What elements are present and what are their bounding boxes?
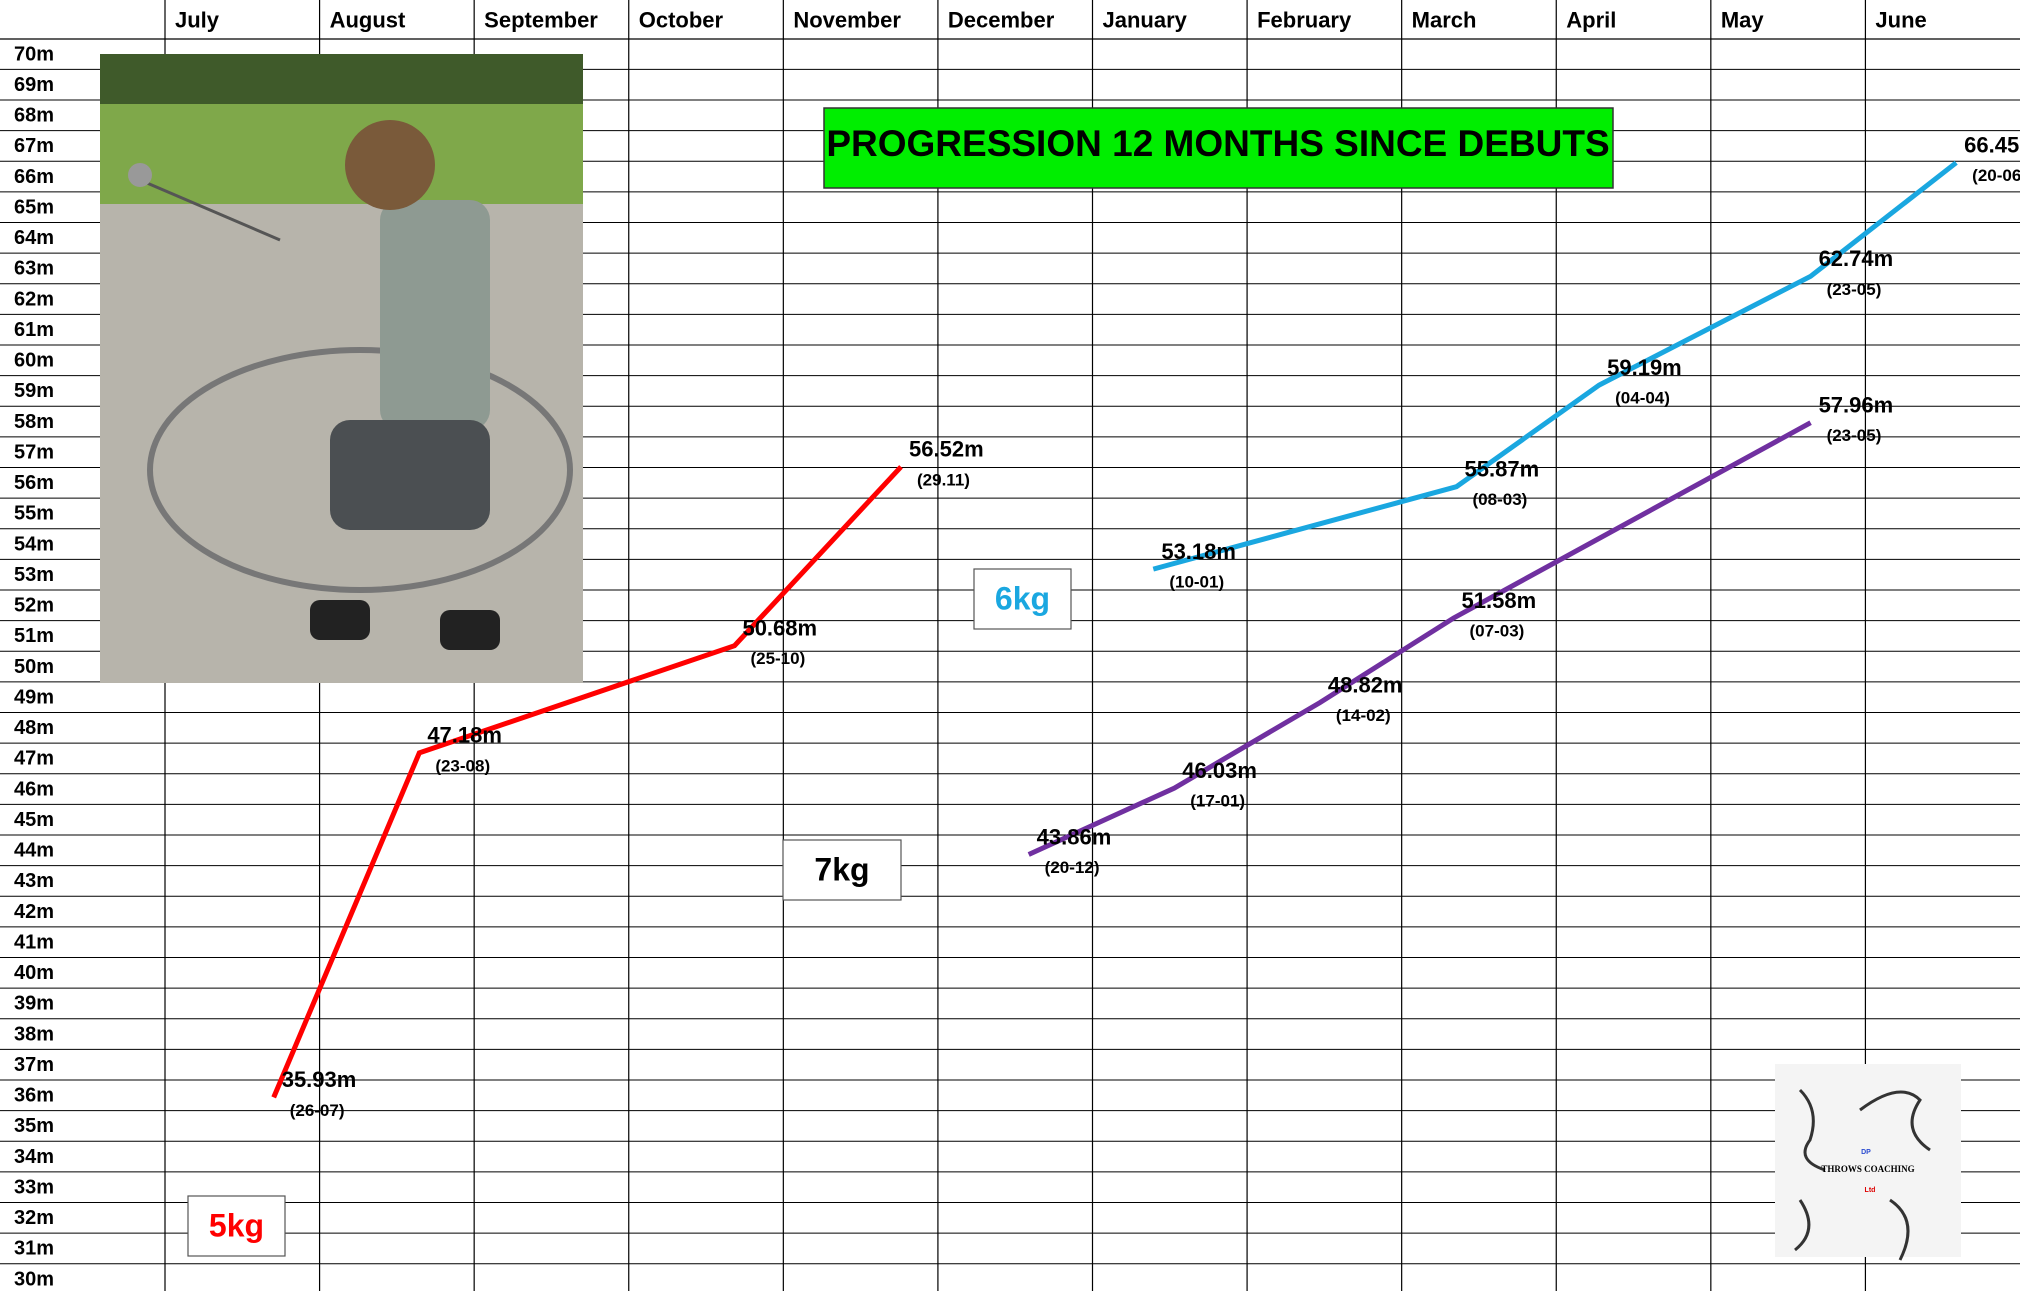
y-tick-label: 47m	[14, 748, 54, 770]
y-tick-label: 66m	[14, 166, 54, 188]
y-tick-label: 38m	[14, 1023, 54, 1045]
athlete-photo	[100, 54, 583, 683]
x-tick-label: February	[1257, 7, 1352, 32]
x-tick-label: December	[948, 7, 1055, 32]
x-tick-label: April	[1566, 7, 1616, 32]
x-tick-label: November	[793, 7, 901, 32]
data-label: 35.93m	[282, 1067, 357, 1092]
y-tick-label: 63m	[14, 258, 54, 280]
date-label: (14-02)	[1336, 706, 1391, 725]
y-tick-label: 35m	[14, 1115, 54, 1137]
y-tick-label: 31m	[14, 1238, 54, 1260]
x-tick-label: September	[484, 7, 598, 32]
y-tick-label: 42m	[14, 901, 54, 923]
y-tick-label: 46m	[14, 778, 54, 800]
y-tick-label: 36m	[14, 1085, 54, 1107]
date-label: (25-10)	[750, 649, 805, 668]
legend-box	[187, 1195, 286, 1257]
y-tick-label: 44m	[14, 840, 54, 862]
x-tick-label: May	[1721, 7, 1765, 32]
y-tick-label: 41m	[14, 931, 54, 953]
y-tick-label: 52m	[14, 595, 54, 617]
data-label: 46.03m	[1182, 758, 1257, 783]
y-tick-label: 59m	[14, 380, 54, 402]
y-tick-label: 57m	[14, 441, 54, 463]
data-label: 55.87m	[1465, 457, 1540, 482]
data-label: 66.45m	[1964, 133, 2020, 158]
date-label: (29.11)	[917, 470, 970, 489]
y-tick-label: 45m	[14, 809, 54, 831]
y-tick-label: 58m	[14, 411, 54, 433]
date-label: (17-01)	[1190, 792, 1245, 811]
y-tick-label: 54m	[14, 533, 54, 555]
data-label: 57.96m	[1819, 393, 1894, 418]
y-tick-label: 48m	[14, 717, 54, 739]
y-tick-label: 55m	[14, 503, 54, 525]
y-tick-label: 60m	[14, 350, 54, 372]
x-tick-label: August	[330, 7, 406, 32]
chart-title: PROGRESSION 12 MONTHS SINCE DEBUTS	[826, 123, 1609, 164]
date-label: (20-06)	[1972, 166, 2020, 185]
y-tick-label: 39m	[14, 993, 54, 1015]
legend-label: 7kg	[814, 851, 869, 887]
y-tick-label: 49m	[14, 686, 54, 708]
y-tick-label: 70m	[14, 43, 54, 65]
y-tick-label: 33m	[14, 1176, 54, 1198]
series-line	[271, 465, 903, 1099]
y-tick-label: 43m	[14, 870, 54, 892]
x-tick-label: July	[175, 7, 220, 32]
y-tick-label: 62m	[14, 288, 54, 310]
y-tick-label: 32m	[14, 1207, 54, 1229]
data-label: 48.82m	[1328, 672, 1403, 697]
date-label: (10-01)	[1169, 573, 1224, 592]
y-tick-label: 65m	[14, 196, 54, 218]
y-tick-label: 53m	[14, 564, 54, 586]
y-tick-label: 37m	[14, 1054, 54, 1076]
y-tick-label: 61m	[14, 319, 54, 341]
date-label: (26-07)	[290, 1101, 345, 1120]
y-tick-label: 40m	[14, 962, 54, 984]
date-label: (23-05)	[1827, 426, 1882, 445]
legend-label: 5kg	[209, 1207, 264, 1243]
title-box: PROGRESSION 12 MONTHS SINCE DEBUTS	[823, 107, 1614, 189]
x-tick-label: January	[1103, 7, 1188, 32]
data-label: 51.58m	[1462, 588, 1537, 613]
data-label: 50.68m	[742, 615, 817, 640]
series-line	[1152, 160, 1958, 572]
y-tick-label: 68m	[14, 105, 54, 127]
date-label: (23-05)	[1827, 280, 1882, 299]
data-label: 59.19m	[1607, 355, 1682, 380]
y-tick-label: 50m	[14, 656, 54, 678]
y-tick-label: 30m	[14, 1268, 54, 1290]
legend-box	[973, 568, 1072, 630]
y-tick-label: 56m	[14, 472, 54, 494]
date-label: (04-04)	[1615, 389, 1670, 408]
y-tick-label: 64m	[14, 227, 54, 249]
data-label: 47.18m	[427, 723, 502, 748]
data-label: 43.86m	[1037, 824, 1112, 849]
logo-initials: DP	[1861, 1149, 1871, 1156]
date-label: (08-03)	[1473, 490, 1528, 509]
date-label: (23-08)	[435, 756, 490, 775]
legend-label: 6kg	[995, 580, 1050, 616]
data-label: 53.18m	[1161, 539, 1236, 564]
x-tick-label: March	[1412, 7, 1477, 32]
data-label: 62.74m	[1819, 246, 1894, 271]
y-tick-label: 67m	[14, 135, 54, 157]
plot: 35.93m (26-07) 47.18m (23-08) 50.68m (25-10) 5…	[187, 133, 2020, 1257]
x-tick-label: October	[639, 7, 724, 32]
legend-box	[782, 839, 902, 901]
logo: DP THROWS COACHING Ltd	[1775, 1064, 1961, 1261]
logo-suffix: Ltd	[1865, 1187, 1876, 1194]
date-label: (07-03)	[1470, 622, 1525, 641]
y-tick-label: 51m	[14, 625, 54, 647]
logo-name: THROWS COACHING	[1821, 1164, 1914, 1174]
y-tick-label: 34m	[14, 1146, 54, 1168]
date-label: (20-12)	[1045, 858, 1100, 877]
x-tick-label: June	[1875, 7, 1926, 32]
series-line	[1027, 420, 1812, 857]
data-label: 56.52m	[909, 437, 984, 462]
y-tick-label: 69m	[14, 74, 54, 96]
